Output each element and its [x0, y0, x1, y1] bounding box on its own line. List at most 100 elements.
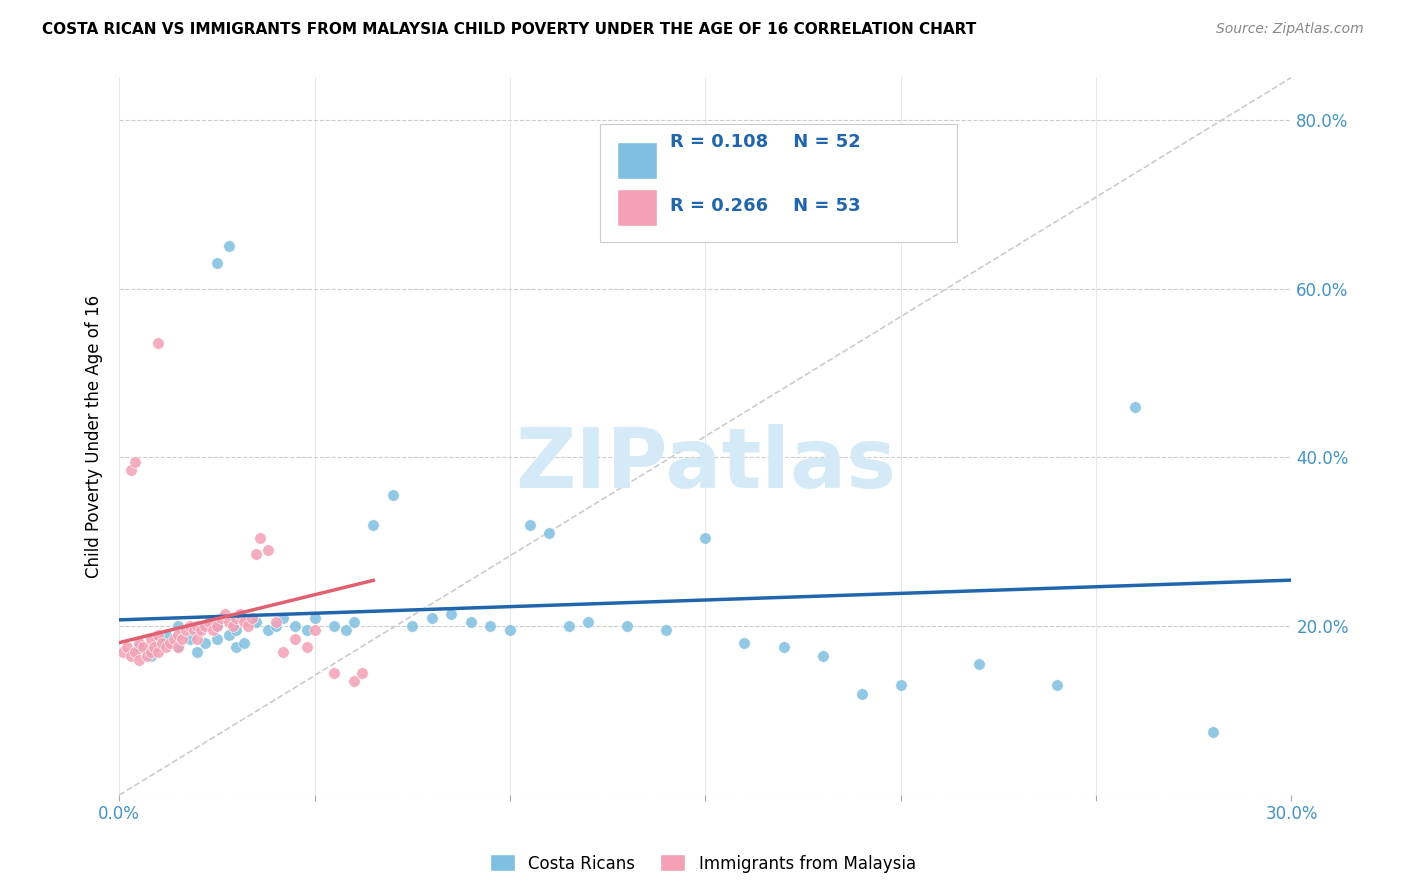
Point	[890, 678, 912, 692]
Point	[343, 615, 366, 629]
Point	[221, 619, 243, 633]
Point	[273, 611, 295, 625]
Point	[205, 619, 228, 633]
Point	[225, 624, 247, 638]
Point	[1123, 400, 1146, 414]
Point	[167, 640, 190, 655]
Point	[440, 607, 463, 621]
Point	[304, 611, 326, 625]
Point	[655, 624, 678, 638]
Point	[132, 640, 155, 655]
Point	[218, 627, 240, 641]
Point	[186, 619, 208, 633]
Point	[460, 615, 482, 629]
Point	[159, 636, 181, 650]
Point	[381, 488, 404, 502]
Point	[256, 624, 278, 638]
Point	[851, 687, 873, 701]
Point	[167, 627, 190, 641]
Point	[194, 636, 217, 650]
Point	[112, 644, 135, 658]
Point	[218, 239, 240, 253]
Point	[264, 615, 287, 629]
Text: COSTA RICAN VS IMMIGRANTS FROM MALAYSIA CHILD POVERTY UNDER THE AGE OF 16 CORREL: COSTA RICAN VS IMMIGRANTS FROM MALAYSIA …	[42, 22, 976, 37]
Point	[186, 632, 208, 646]
Point	[479, 619, 502, 633]
Point	[194, 619, 217, 633]
Point	[148, 336, 170, 351]
Point	[1202, 724, 1225, 739]
Point	[1046, 678, 1069, 692]
Point	[967, 657, 990, 672]
Point	[155, 627, 177, 641]
Point	[249, 531, 271, 545]
Point	[695, 531, 717, 545]
Point	[124, 454, 146, 468]
Point	[733, 636, 755, 650]
Point	[304, 624, 326, 638]
Point	[295, 640, 318, 655]
Point	[186, 624, 208, 638]
Point	[167, 640, 190, 655]
Point	[198, 615, 221, 629]
Point	[225, 640, 247, 655]
Point	[179, 632, 201, 646]
Point	[343, 674, 366, 689]
Point	[323, 665, 346, 680]
Legend: Costa Ricans, Immigrants from Malaysia: Costa Ricans, Immigrants from Malaysia	[484, 847, 922, 880]
Point	[811, 648, 834, 663]
Point	[233, 636, 256, 650]
Point	[256, 543, 278, 558]
Point	[128, 636, 150, 650]
Point	[148, 644, 170, 658]
Point	[233, 615, 256, 629]
Point	[179, 619, 201, 633]
Point	[245, 548, 267, 562]
Point	[519, 517, 541, 532]
Point	[616, 619, 638, 633]
Point	[284, 632, 307, 646]
Point	[120, 648, 142, 663]
Point	[163, 632, 186, 646]
Text: Source: ZipAtlas.com: Source: ZipAtlas.com	[1216, 22, 1364, 37]
FancyBboxPatch shape	[617, 189, 658, 226]
Point	[499, 624, 522, 638]
Point	[323, 619, 346, 633]
Point	[190, 624, 212, 638]
Point	[120, 463, 142, 477]
Point	[772, 640, 794, 655]
Point	[295, 624, 318, 638]
Point	[238, 619, 260, 633]
FancyBboxPatch shape	[600, 124, 957, 243]
Point	[350, 665, 373, 680]
Point	[124, 644, 146, 658]
Point	[264, 619, 287, 633]
Point	[139, 648, 162, 663]
Point	[150, 636, 173, 650]
Point	[557, 619, 579, 633]
Point	[202, 624, 225, 638]
Point	[240, 611, 263, 625]
Y-axis label: Child Poverty Under the Age of 16: Child Poverty Under the Age of 16	[86, 294, 103, 578]
Point	[170, 632, 193, 646]
Text: R = 0.266    N = 53: R = 0.266 N = 53	[671, 197, 860, 215]
Point	[538, 526, 561, 541]
Point	[576, 615, 599, 629]
Point	[214, 607, 236, 621]
Point	[135, 648, 157, 663]
Point	[143, 640, 166, 655]
Point	[361, 517, 384, 532]
Text: R = 0.108    N = 52: R = 0.108 N = 52	[671, 133, 860, 151]
Point	[225, 611, 247, 625]
Point	[335, 624, 357, 638]
Point	[205, 632, 228, 646]
Point	[155, 640, 177, 655]
Point	[273, 644, 295, 658]
Point	[229, 607, 252, 621]
Point	[186, 644, 208, 658]
Point	[148, 636, 170, 650]
FancyBboxPatch shape	[617, 142, 658, 179]
Point	[420, 611, 443, 625]
Point	[209, 611, 232, 625]
Point	[284, 619, 307, 633]
